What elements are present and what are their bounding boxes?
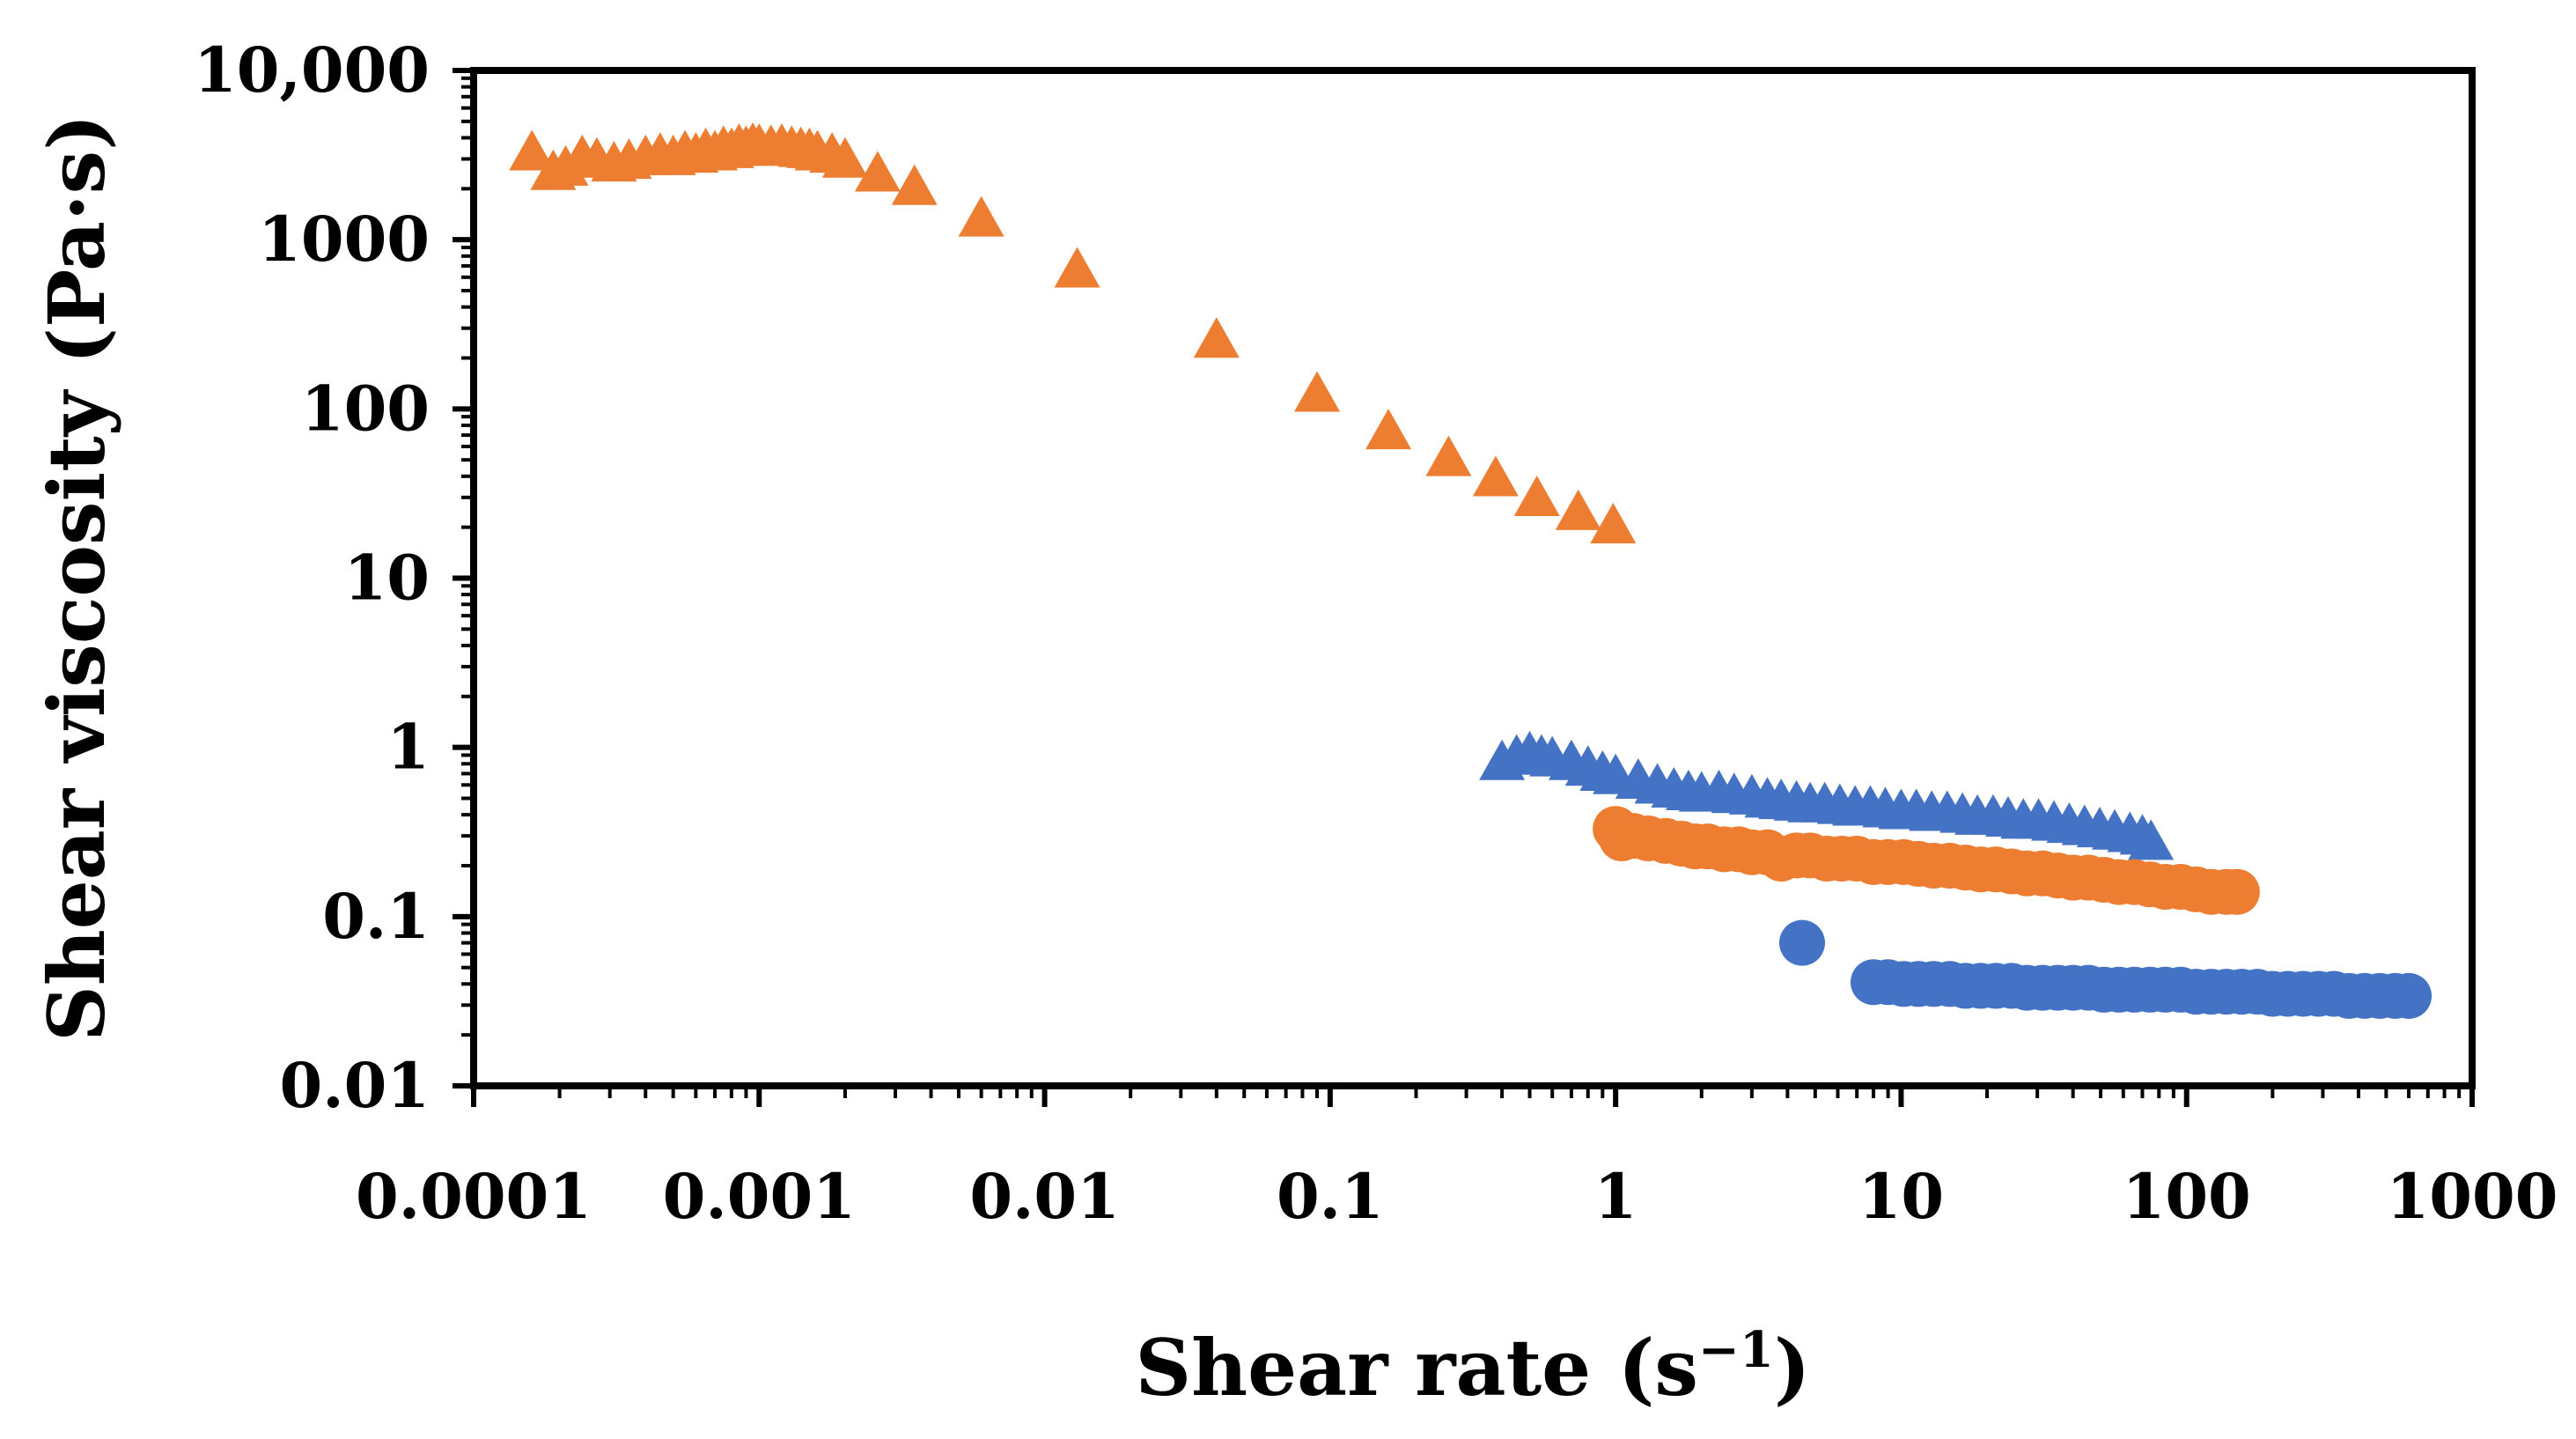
data-point-triangle [958,196,1005,237]
series-4 [1778,919,2432,1019]
data-point-triangle [509,129,556,171]
x-tick-label: 10 [1858,1160,1944,1233]
y-tick-label: 0.1 [322,880,430,953]
data-point-triangle [1365,409,1412,450]
x-axis-title: Shear rate (s−1) [1136,1321,1811,1413]
x-tick-label: 0.1 [1277,1160,1384,1233]
y-tick-label: 1000 [258,203,430,276]
data-marks [509,122,2432,1019]
y-tick-label: 10,000 [194,33,430,107]
x-tick-label: 1000 [2387,1160,2558,1233]
x-tick-label: 0.001 [663,1160,856,1233]
series-3 [1593,806,2260,915]
data-point-triangle [1513,476,1560,517]
y-tick-label: 0.01 [280,1049,431,1122]
y-tick-label: 10 [344,542,430,615]
plot-area-border [470,67,2476,1089]
data-point-triangle [821,137,868,178]
data-point-triangle [1193,317,1240,358]
y-tick-label: 100 [301,372,430,445]
data-point-circle [2213,868,2260,915]
axis-ticks [453,68,2475,1107]
data-point-triangle [1054,247,1100,288]
data-point-triangle [854,151,901,192]
data-point-triangle [1590,503,1637,544]
data-point-circle [2386,972,2432,1019]
x-axis-title-main: Shear rate (s [1136,1322,1698,1413]
x-axis-title-close: ) [1774,1322,1811,1413]
y-axis-title: Shear viscosity (Pa·s) [31,114,122,1042]
data-point-triangle [891,164,938,205]
data-point-circle [1778,919,1825,966]
data-point-triangle [1472,455,1519,497]
data-point-triangle [1555,489,1601,530]
axis-tick-labels: 0.0001 0.001 0.01 0.1 1 10 100 1000 0.01 0.1 1 10 10… [194,33,2558,1233]
x-tick-label: 1 [1594,1160,1638,1233]
x-tick-label: 0.0001 [356,1160,592,1233]
data-point-triangle [2128,819,2175,860]
y-tick-label: 1 [386,711,430,784]
data-point-triangle [1294,371,1341,412]
x-tick-label: 0.01 [969,1160,1120,1233]
data-point-triangle [1425,435,1472,476]
series-1 [509,122,1637,544]
x-tick-label: 100 [2123,1160,2251,1233]
series-2 [1479,730,2175,860]
x-axis-title-exponent: −1 [1698,1321,1774,1379]
